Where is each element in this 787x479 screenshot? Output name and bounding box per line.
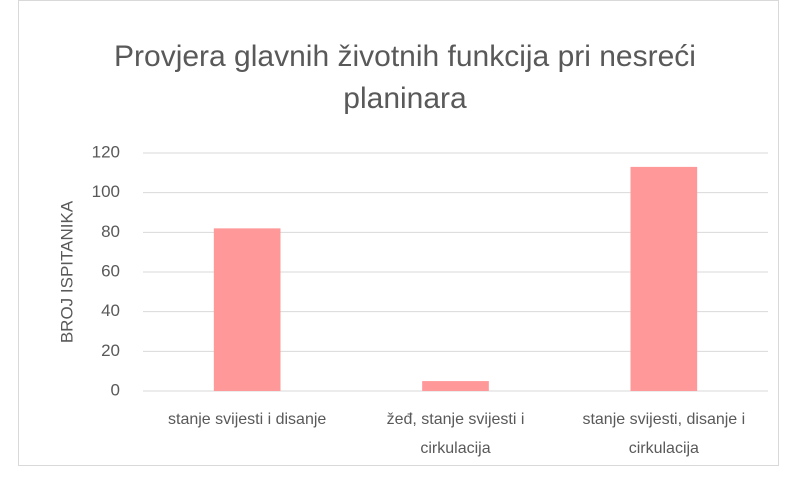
x-tick-label: stanje svijesti, disanje i cirkulacija xyxy=(582,411,746,457)
x-tick-label: stanje svijesti i disanje xyxy=(168,411,327,428)
y-tick-label: 120 xyxy=(92,142,120,161)
chart-title: Provjera glavnih životnih funkcija pri n… xyxy=(114,40,696,115)
y-tick-label: 40 xyxy=(101,301,120,320)
chart-border xyxy=(18,0,779,466)
bar xyxy=(422,381,489,391)
bar xyxy=(213,228,281,391)
y-tick-label: 0 xyxy=(111,380,120,399)
y-tick-label: 20 xyxy=(101,341,120,360)
y-tick-label: 60 xyxy=(101,261,120,280)
x-tick-label: žeđ, stanje svijesti i cirkulacija xyxy=(386,411,525,457)
y-tick-label: 80 xyxy=(101,222,120,241)
bar xyxy=(630,166,698,391)
y-tick-label: 100 xyxy=(92,182,120,201)
y-axis-label: BROJ ISPITANIKA xyxy=(57,200,76,343)
